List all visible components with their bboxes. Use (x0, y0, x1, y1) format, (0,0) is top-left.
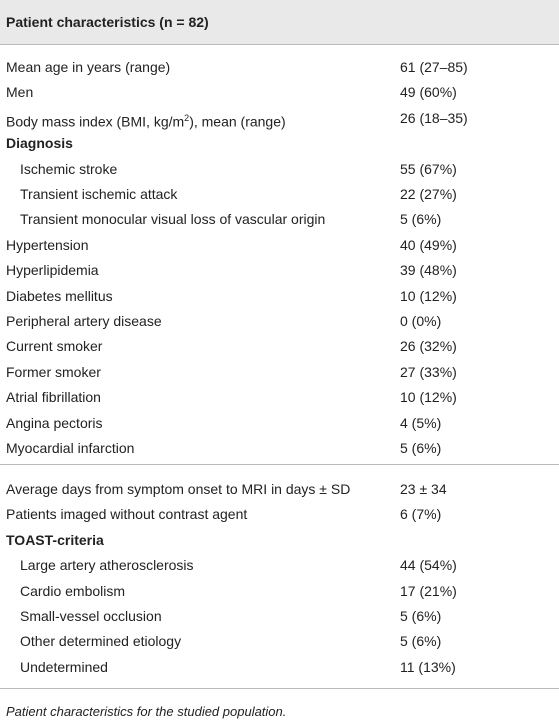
bottom-rule (0, 688, 559, 689)
row-label: Angina pectoris (6, 414, 103, 431)
row-label: Other determined etiology (20, 633, 182, 650)
row-label: Diabetes mellitus (6, 287, 113, 304)
row-label: Current smoker (6, 338, 103, 355)
row-value: 44 (54%) (400, 557, 457, 574)
row-label: Transient ischemic attack (20, 186, 178, 202)
row-label: Ischemic stroke (20, 160, 118, 177)
row-value: 6 (7%) (400, 506, 442, 523)
row-label: Former smoker (6, 363, 101, 380)
row-label: Large artery atherosclerosis (20, 557, 194, 574)
row-label: Patients imaged without contrast agent (6, 506, 248, 523)
row-label: Men (6, 84, 34, 101)
row-value: 4 (5%) (400, 414, 442, 431)
section-rule (0, 464, 559, 465)
header-rule (0, 44, 559, 45)
header-band: Patient characteristics (n = 82) (0, 0, 559, 44)
row-value: 55 (67%) (400, 160, 457, 177)
row-value: 39 (48%) (400, 262, 457, 279)
table-title: Patient characteristics (n = 82) (6, 14, 209, 30)
row-value: 26 (32%) (400, 338, 457, 355)
row-label: Body mass index (BMI, kg/m2), mean (rang… (6, 108, 286, 132)
row-label: Hypertension (6, 236, 89, 253)
row-value: 5 (6%) (400, 440, 442, 456)
row-label: Myocardial infarction (6, 440, 135, 456)
label-part: Body mass index (BMI, kg/m (6, 113, 185, 130)
label-part: ), mean (range) (189, 113, 286, 130)
row-label: Cardio embolism (20, 582, 126, 599)
row-value: 0 (0%) (400, 313, 442, 329)
row-label: Peripheral artery disease (6, 313, 162, 329)
row-value: 10 (12%) (400, 287, 457, 304)
row-value: 40 (49%) (400, 236, 457, 253)
row-label: Hyperlipidemia (6, 262, 99, 279)
row-value: 5 (6%) (400, 633, 442, 650)
row-label: Undetermined (20, 658, 108, 675)
row-label: Atrial fibrillation (6, 389, 101, 406)
label-part: 2 (184, 112, 190, 123)
row-value: 27 (33%) (400, 363, 457, 380)
table-caption: Patient characteristics for the studied … (6, 704, 287, 719)
row-value: 61 (27–85) (400, 59, 468, 75)
group-heading: TOAST-criteria (6, 531, 104, 548)
row-value: 23 ± 34 (400, 481, 447, 497)
row-value: 26 (18–35) (400, 109, 468, 126)
row-value: 49 (60%) (400, 84, 457, 101)
row-value: 5 (6%) (400, 608, 442, 624)
row-value: 5 (6%) (400, 211, 442, 228)
row-value: 10 (12%) (400, 389, 457, 406)
row-label: Average days from symptom onset to MRI i… (6, 481, 351, 497)
row-label: Transient monocular visual loss of vascu… (20, 211, 326, 228)
row-value: 11 (13%) (400, 658, 456, 675)
row-label: Small-vessel occlusion (20, 608, 162, 624)
row-value: 17 (21%) (400, 582, 457, 599)
row-label: Mean age in years (range) (6, 59, 171, 75)
group-heading: Diagnosis (6, 135, 73, 152)
row-value: 22 (27%) (400, 186, 457, 202)
